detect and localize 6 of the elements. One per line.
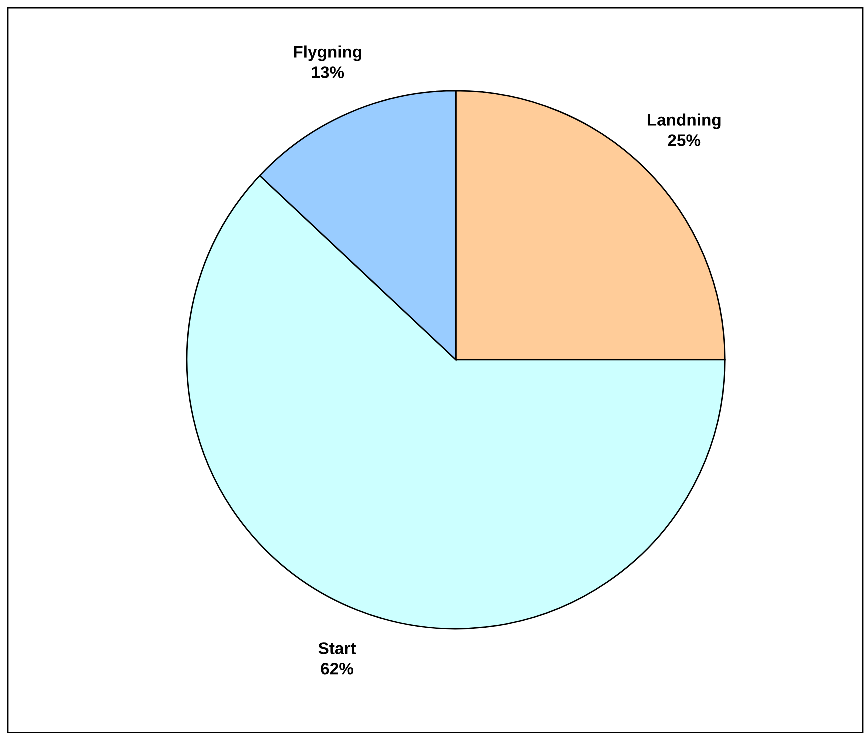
data-label: 62%: [321, 662, 354, 675]
slice-label: Start: [318, 642, 356, 654]
slice-label: Flygning: [294, 46, 362, 62]
data-label: 13%: [312, 66, 344, 78]
slice-label: Landning: [648, 114, 721, 130]
data-label: 25%: [668, 134, 701, 146]
